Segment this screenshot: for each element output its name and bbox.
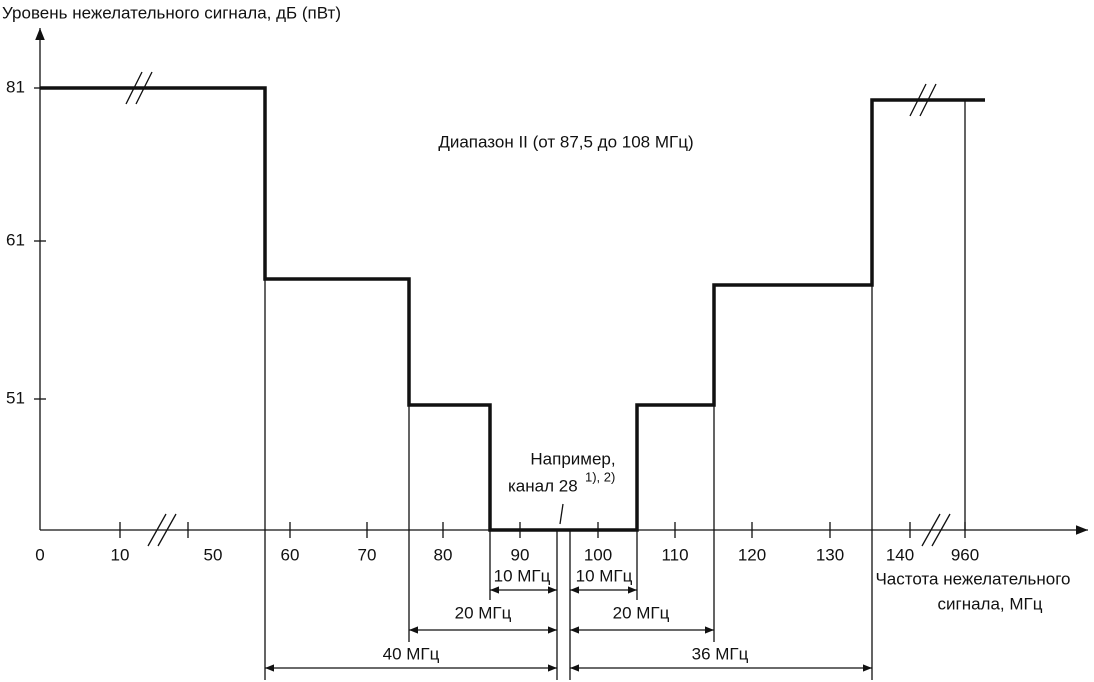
x-tick-label: 60 bbox=[281, 545, 300, 564]
dimension-label: 20 МГц bbox=[613, 603, 670, 622]
x-ticks: 0 10 50 60 70 80 90 100 110 120 130 140 960 bbox=[35, 522, 979, 564]
break bbox=[157, 513, 177, 547]
y-tick-label: 61 bbox=[6, 230, 25, 249]
annotation-superscript: 1), 2) bbox=[585, 469, 615, 484]
x-tick-label: 110 bbox=[661, 545, 688, 564]
break bbox=[147, 513, 167, 547]
x-tick-label: 90 bbox=[511, 545, 530, 564]
y-tick-label: 81 bbox=[6, 77, 25, 96]
x-tick-label: 70 bbox=[358, 545, 377, 564]
band-label: Диапазон II (от 87,5 до 108 МГц) bbox=[438, 132, 693, 151]
dimension-arrows bbox=[265, 586, 872, 672]
dimension-label: 20 МГц bbox=[455, 603, 512, 622]
dimension-label: 36 МГц bbox=[692, 644, 749, 663]
x-tick-label: 960 bbox=[951, 545, 979, 564]
x-tick-label: 140 bbox=[886, 545, 914, 564]
annotation-leader bbox=[559, 503, 564, 525]
x-tick-label: 10 bbox=[111, 545, 130, 564]
limit-curve bbox=[40, 86, 985, 532]
y-tick-label: 51 bbox=[6, 388, 25, 407]
x-tick-label: 100 bbox=[584, 545, 612, 564]
x-tick-label: 50 bbox=[204, 545, 223, 564]
dimension-label: 40 МГц bbox=[383, 644, 440, 663]
dimension-label: 10 МГц bbox=[576, 566, 633, 585]
x-axis-label: Частота нежелательного bbox=[875, 569, 1070, 588]
x-axis-label: сигнала, МГц bbox=[938, 594, 1043, 613]
annotation: канал 28 bbox=[508, 476, 578, 495]
x-tick-label: 120 bbox=[738, 545, 766, 564]
y-axis-label: Уровень нежелательного сигнала, дБ (пВт) bbox=[2, 3, 341, 22]
dimension-label: 10 МГц bbox=[494, 566, 551, 585]
x-tick-label: 130 bbox=[816, 545, 844, 564]
break bbox=[921, 513, 941, 547]
annotation: Например, bbox=[530, 449, 615, 468]
reference-lines bbox=[264, 100, 966, 680]
break bbox=[931, 513, 951, 547]
x-tick-label: 80 bbox=[434, 545, 453, 564]
x-tick-label: 0 bbox=[35, 545, 44, 564]
